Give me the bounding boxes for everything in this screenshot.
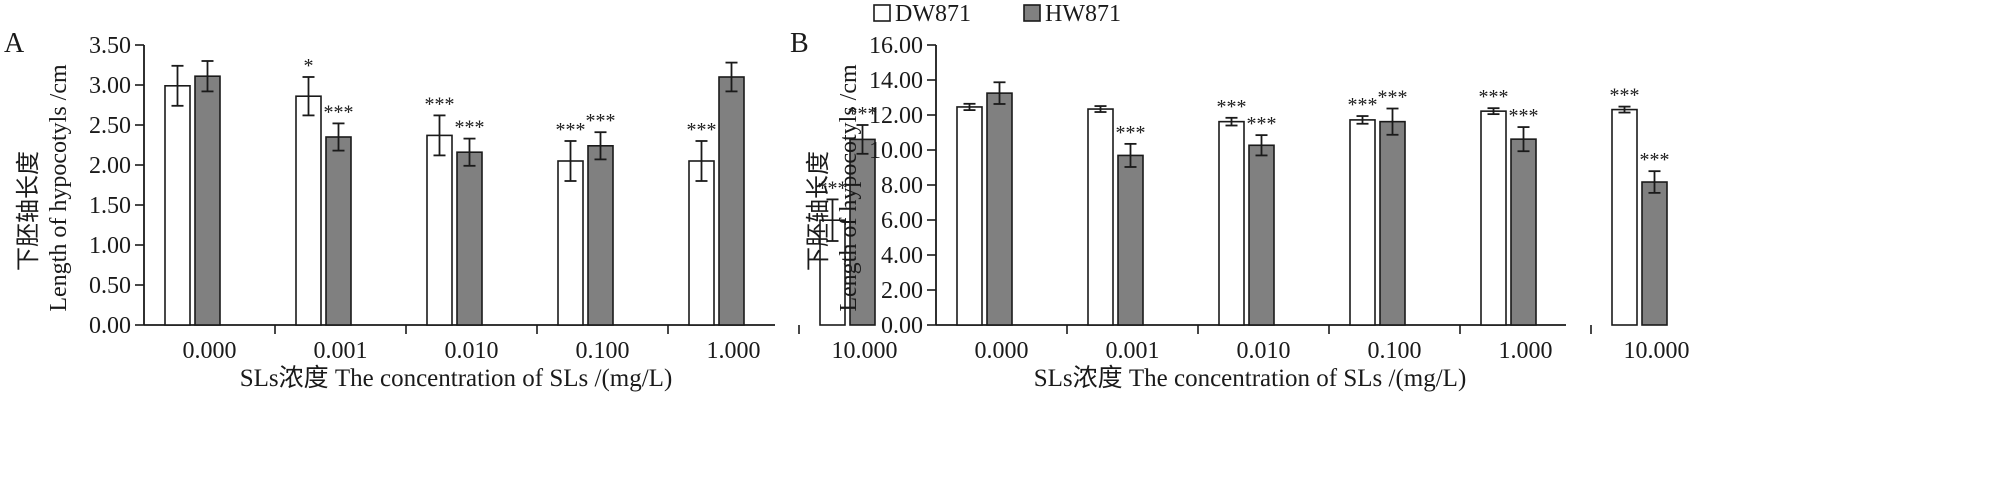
bar-hw871-a [456, 151, 483, 326]
bar-dw871-a [295, 95, 322, 326]
y-axis-label-a: 下胚轴长度 Length of hypocotyls /cm [15, 64, 72, 312]
bar-hw871-b [1117, 154, 1144, 326]
significance-label-a: *** [687, 119, 717, 141]
y-tick-label-b: 16.00 [869, 33, 923, 59]
significance-label-b: *** [1348, 94, 1378, 116]
significance-label-b: *** [1640, 149, 1670, 171]
bar-hw871-b [1248, 144, 1275, 326]
significance-label-b: *** [1217, 96, 1247, 118]
bar-dw871-b [1611, 108, 1638, 326]
y-tick-label-b: 12.00 [869, 103, 923, 129]
bar-dw871-a [557, 160, 584, 326]
legend-swatch-hw871 [1023, 4, 1041, 22]
legend-label-dw871: DW871 [895, 1, 971, 27]
significance-label-a: *** [324, 101, 354, 123]
y-tick-label-b: 10.00 [869, 138, 923, 164]
significance-label-b: *** [1610, 85, 1640, 107]
bar-dw871-b [1218, 120, 1245, 326]
y-axis-label-b: 下胚轴长度 Length of hypocotyls /cm [805, 64, 862, 312]
y-axis-label-en-b: Length of hypocotyls /cm [836, 64, 862, 312]
x-tick-label-a: 0.001 [314, 338, 368, 364]
legend-label-hw871: HW871 [1045, 1, 1121, 27]
bars-b: *** *** *** ****** ************ [956, 81, 1670, 326]
y-tick-label-a: 3.50 [89, 33, 131, 59]
significance-label-a: * [304, 55, 314, 77]
y-tick-label-a: 0.00 [89, 313, 131, 339]
x-tick-label-b: 1.000 [1499, 338, 1553, 364]
y-tick-label-a: 3.00 [89, 73, 131, 99]
x-tick-label-a: 0.100 [576, 338, 630, 364]
bar-hw871-b [986, 92, 1013, 326]
x-tick-label-a: 0.010 [445, 338, 499, 364]
significance-label-a: *** [818, 177, 848, 199]
y-tick-label-a: 1.50 [89, 193, 131, 219]
bar-dw871-b [1349, 119, 1376, 326]
chart-panel-a: A 下胚轴长度 Length of hypocotyls /cm SLs浓度 T… [4, 28, 898, 392]
axes-b: 0.00 2.00 4.00 6.00 8.00 10.00 12.00 14.00 16.00… [869, 33, 1690, 364]
panel-label-a: A [4, 28, 25, 59]
significance-label-a: *** [556, 119, 586, 141]
x-tick-label-a: 1.000 [707, 338, 761, 364]
bar-dw871-a [426, 134, 453, 326]
x-tick-label-a: 0.000 [183, 338, 237, 364]
significance-label-a: *** [425, 93, 455, 115]
x-tick-label-b: 0.100 [1368, 338, 1422, 364]
bar-dw871-b [956, 106, 983, 326]
panel-label-b: B [790, 28, 809, 59]
bar-hw871-a [194, 75, 221, 326]
bar-dw871-a [164, 85, 191, 326]
x-tick-label-a: 10.000 [832, 338, 898, 364]
significance-label-b: *** [1479, 86, 1509, 108]
y-tick-label-a: 2.00 [89, 153, 131, 179]
x-tick-label-b: 0.001 [1106, 338, 1160, 364]
bar-hw871-a [849, 138, 876, 326]
x-tick-label-b: 0.000 [975, 338, 1029, 364]
legend-swatch-dw871 [873, 4, 891, 22]
significance-label-b: *** [1116, 122, 1146, 144]
bar-hw871-b [1510, 138, 1537, 326]
significance-label-a: *** [848, 103, 878, 125]
significance-label-b: *** [1509, 105, 1539, 127]
y-tick-label-b: 14.00 [869, 68, 923, 94]
x-tick-label-b: 0.010 [1237, 338, 1291, 364]
bar-hw871-b [1641, 181, 1668, 326]
y-axis-label-cn-b: 下胚轴长度 [805, 151, 832, 271]
bar-dw871-b [1480, 110, 1507, 326]
bar-dw871-a [688, 160, 715, 326]
y-tick-label-b: 6.00 [881, 208, 923, 234]
chart-panel-b: B 下胚轴长度 Length of hypocotyls /cm SLs浓度 T… [790, 28, 1690, 392]
bar-hw871-a [718, 76, 745, 326]
y-tick-label-b: 0.00 [881, 313, 923, 339]
bar-dw871-b [1087, 108, 1114, 326]
significance-label-a: *** [455, 117, 485, 139]
x-axis-label-b: SLs浓度 The concentration of SLs /(mg/L) [1034, 364, 1467, 392]
significance-label-b: *** [1378, 87, 1408, 109]
bar-hw871-a [325, 136, 352, 326]
bar-hw871-b [1379, 120, 1406, 326]
bars-a: ******* ************ *** *** [164, 55, 878, 326]
y-tick-label-b: 2.00 [881, 278, 923, 304]
significance-label-b: *** [1247, 113, 1277, 135]
y-tick-label-a: 2.50 [89, 113, 131, 139]
y-axis-label-en-a: Length of hypocotyls /cm [46, 64, 72, 312]
y-tick-label-a: 0.50 [89, 273, 131, 299]
x-tick-label-b: 10.000 [1624, 338, 1690, 364]
x-axis-label-a: SLs浓度 The concentration of SLs /(mg/L) [240, 364, 673, 392]
significance-label-a: *** [586, 110, 616, 132]
y-axis-label-cn-a: 下胚轴长度 [15, 151, 42, 271]
y-tick-label-a: 1.00 [89, 233, 131, 259]
axes-a: 0.00 0.50 1.00 1.50 2.00 2.50 3.00 3.50 0.000 0.0… [89, 33, 898, 364]
legend: DW871 HW871 [873, 1, 1121, 27]
y-tick-label-b: 8.00 [881, 173, 923, 199]
y-tick-label-b: 4.00 [881, 243, 923, 269]
bar-hw871-a [587, 145, 614, 326]
